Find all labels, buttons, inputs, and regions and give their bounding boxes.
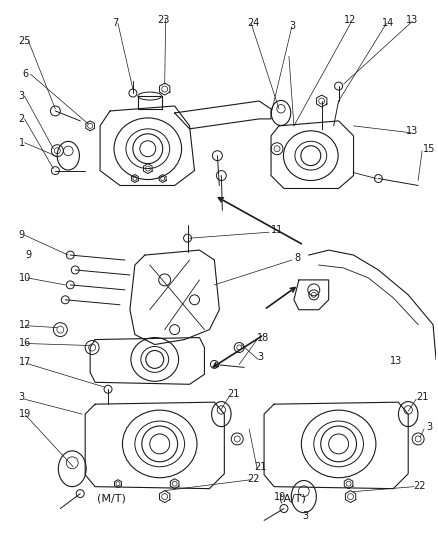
Text: 21: 21	[227, 389, 240, 399]
Text: 10: 10	[18, 273, 31, 283]
Text: 13: 13	[390, 357, 403, 366]
Text: 3: 3	[18, 91, 25, 101]
Text: 17: 17	[18, 358, 31, 367]
Text: 15: 15	[423, 144, 435, 154]
Text: 18: 18	[257, 333, 269, 343]
Text: (A/T): (A/T)	[279, 494, 306, 504]
Text: 3: 3	[18, 392, 25, 402]
Text: 9: 9	[25, 250, 32, 260]
Text: 9: 9	[18, 230, 25, 240]
Text: 6: 6	[23, 69, 28, 79]
Text: 13: 13	[406, 14, 418, 25]
Text: 8: 8	[294, 253, 300, 263]
Text: 12: 12	[18, 320, 31, 329]
Text: 25: 25	[18, 36, 31, 46]
Text: 22: 22	[413, 481, 426, 491]
Text: 14: 14	[382, 19, 395, 28]
Text: 24: 24	[247, 19, 260, 28]
Text: 2: 2	[18, 114, 25, 124]
Text: 16: 16	[18, 337, 31, 348]
Text: 21: 21	[254, 462, 266, 472]
Text: 21: 21	[416, 392, 428, 402]
Text: 11: 11	[271, 225, 283, 235]
Text: 3: 3	[426, 422, 432, 432]
Text: 3: 3	[289, 21, 295, 31]
Text: 22: 22	[247, 474, 260, 484]
Text: 13: 13	[406, 126, 418, 136]
Text: 1: 1	[18, 138, 25, 148]
Text: 19: 19	[274, 491, 286, 502]
Text: 12: 12	[343, 14, 356, 25]
Text: 19: 19	[18, 409, 31, 419]
Text: 7: 7	[112, 19, 118, 28]
Text: 3: 3	[257, 352, 263, 362]
Text: (M/T): (M/T)	[97, 494, 126, 504]
Text: 23: 23	[158, 14, 170, 25]
Text: 3: 3	[302, 512, 308, 521]
